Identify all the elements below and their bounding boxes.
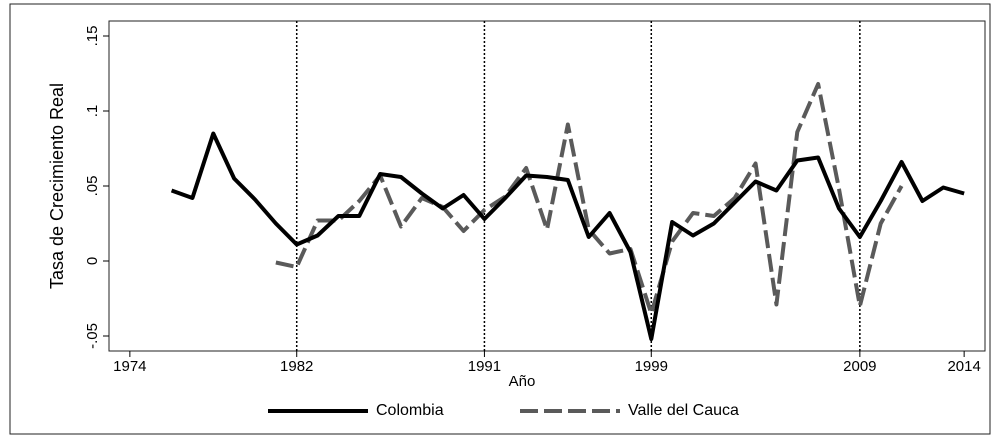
x-tick-label: 1999 <box>635 358 668 375</box>
series-line <box>170 131 965 341</box>
x-tick-label: 1974 <box>113 358 146 375</box>
x-tick-label: 1982 <box>280 358 313 375</box>
x-tick-label: 2009 <box>843 358 876 375</box>
frame <box>9 3 991 435</box>
y-axis-title: Tasa de Crecimiento Real <box>47 83 67 289</box>
y-tick-label: .1 <box>84 105 101 118</box>
x-tick-label: 1991 <box>468 358 501 375</box>
legend-label: Colombia <box>376 402 444 419</box>
x-axis-title: Año <box>509 373 536 390</box>
y-tick-label: 0 <box>84 257 101 265</box>
legend-label: Valle del Cauca <box>628 402 739 419</box>
y-tick-label: -.05 <box>84 323 101 349</box>
y-tick-label: .15 <box>84 26 101 47</box>
x-tick-label: 2014 <box>947 358 980 375</box>
y-tick-label: .05 <box>84 176 101 197</box>
